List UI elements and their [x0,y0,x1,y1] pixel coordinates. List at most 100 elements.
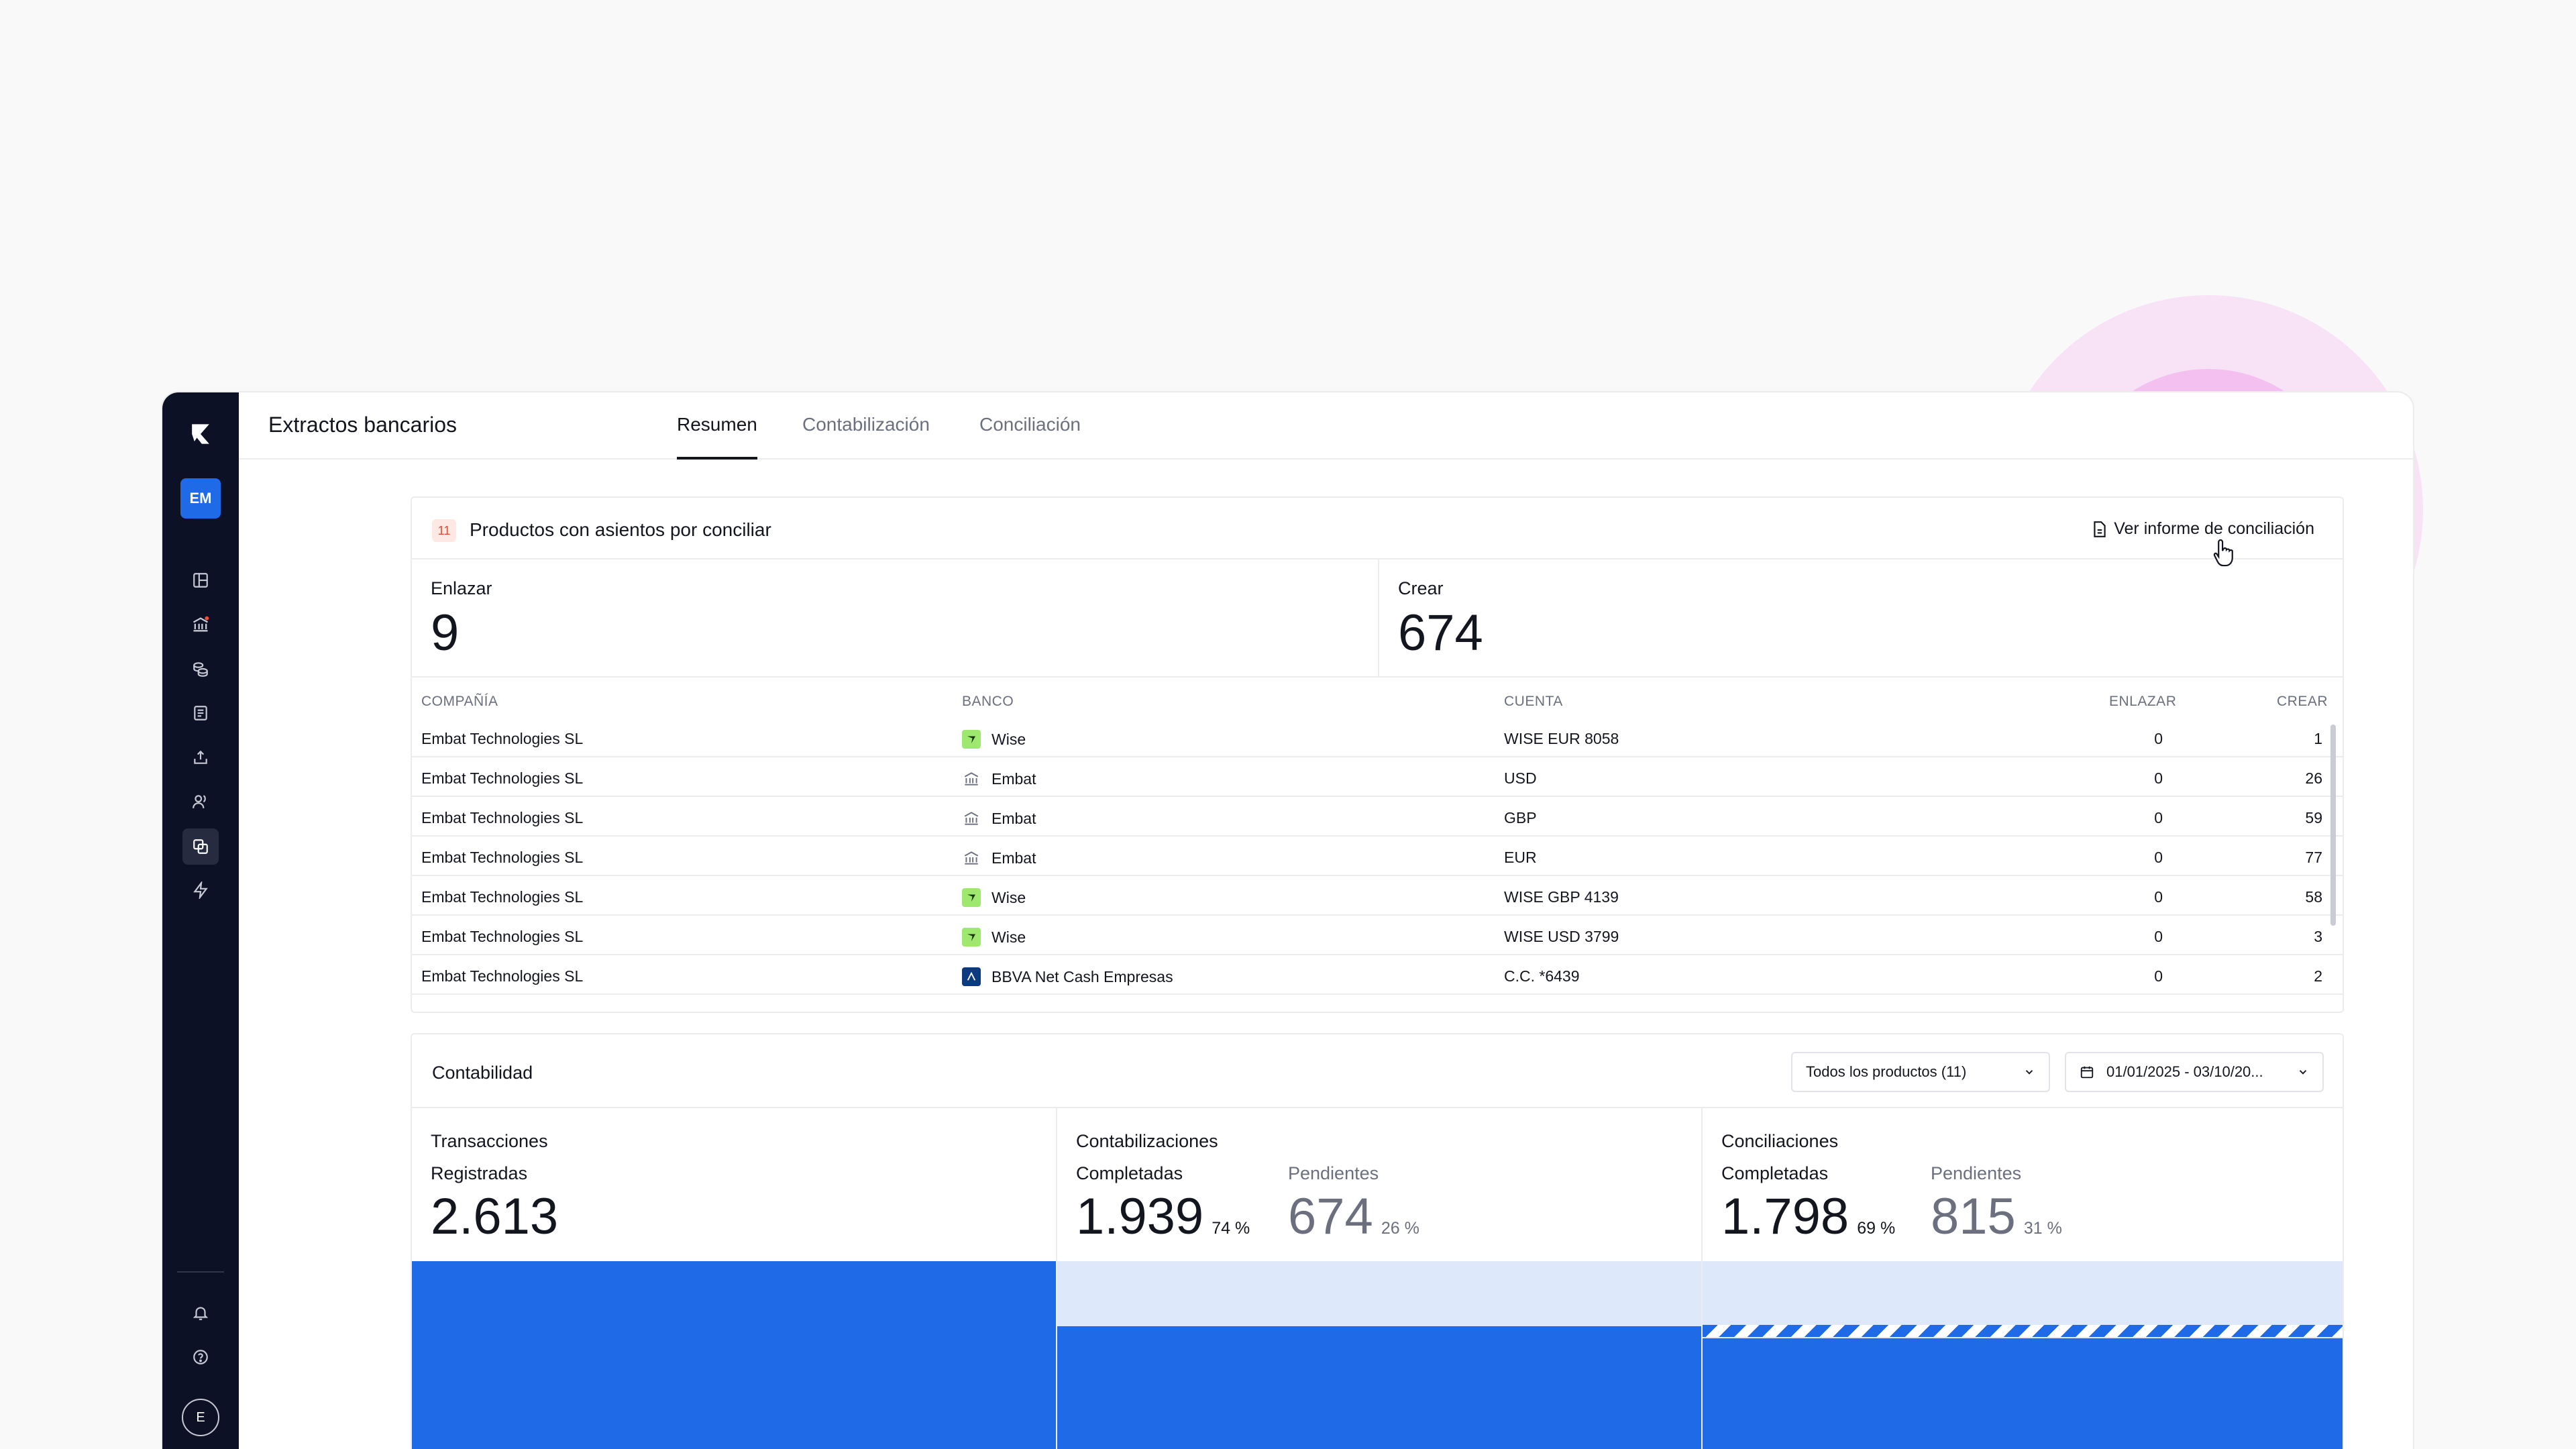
cell-company: Embat Technologies SL [421,769,584,787]
column-divider [1701,1108,1703,1449]
report-button[interactable]: Ver informe de conciliación [2092,519,2314,539]
users-icon[interactable] [187,788,214,815]
postings-completed-value: 1.939 [1076,1188,1204,1245]
profile-avatar[interactable]: E [182,1399,219,1436]
table-scrollbar[interactable] [2330,724,2336,926]
reconciliations-pending: 815 31 % [1931,1187,2062,1246]
bank-name: Embat [991,849,1036,867]
pending-title: Productos con asientos por conciliar [470,519,771,540]
accounting-title: Contabilidad [432,1063,533,1083]
postings-pending-label: Pendientes [1288,1163,1379,1183]
help-icon[interactable] [187,1344,214,1371]
cell-link: 0 [2154,888,2163,906]
bank-icon [962,809,981,828]
pending-header: 11 Productos con asientos por conciliar … [412,498,2343,559]
reconcile-icon[interactable] [182,828,219,865]
bank-name: Wise [991,888,1026,906]
reconciliations-column: Conciliaciones Completadas 1.798 69 % Pen… [1703,1108,2343,1449]
cell-company: Embat Technologies SL [421,967,584,985]
header-link[interactable]: ENLAZAR [2109,694,2177,709]
cell-bank: Wise [962,928,1026,947]
calendar-icon [2080,1066,2094,1079]
cell-create: 3 [2314,928,2322,945]
bank-name: Wise [991,730,1026,748]
cell-bank: Embat [962,809,1036,828]
product-filter-value: Todos los productos (11) [1806,1063,1967,1080]
bank-name: BBVA Net Cash Empresas [991,967,1173,985]
reconciliations-pending-label: Pendientes [1931,1163,2022,1183]
logo-icon[interactable] [186,419,215,449]
report-button-label: Ver informe de conciliación [2114,519,2314,538]
reconciliations-pending-value: 815 [1931,1188,2016,1245]
table-row[interactable]: Embat Technologies SL Embat GBP 0 59 [412,797,2343,837]
cell-bank: Wise [962,730,1026,749]
cell-company: Embat Technologies SL [421,928,584,945]
transactions-column: Transacciones Registradas 2.613 [412,1108,1056,1449]
table-row[interactable]: Embat Technologies SL Embat EUR 0 77 [412,837,2343,876]
cell-link: 0 [2154,928,2163,945]
cell-create: 77 [2305,849,2322,866]
table-row[interactable]: Embat Technologies SL Wise WISE GBP 4139 0 5… [412,876,2343,916]
cell-bank: BBVA Net Cash Empresas [962,967,1173,986]
product-filter[interactable]: Todos los productos (11) [1791,1052,2050,1092]
sidebar-divider [177,1271,224,1273]
header-company[interactable]: COMPAÑÍA [421,694,498,709]
tab-conciliacion[interactable]: Conciliación [979,414,1081,435]
chevron-down-icon [2025,1070,2033,1075]
hand-cursor-icon [2213,539,2233,567]
postings-pending-pct: 26 % [1381,1219,1419,1238]
pending-products-card: 11 Productos con asientos por conciliar … [411,496,2344,1013]
cell-account: USD [1504,769,1537,787]
table-row[interactable]: Embat Technologies SL BBVA Net Cash Empre… [412,955,2343,995]
cell-link: 0 [2154,809,2163,826]
column-divider [1056,1108,1057,1449]
bank-icon [962,849,981,867]
ledger-icon[interactable] [187,700,214,727]
company-avatar[interactable]: EM [180,478,221,519]
header-account[interactable]: CUENTA [1504,694,1563,709]
cell-create: 1 [2314,730,2322,747]
cell-bank: Embat [962,769,1036,788]
bank-icon [962,769,981,788]
stats-divider [1378,559,1379,678]
reconciliations-completed-value: 1.798 [1721,1188,1849,1245]
bank-name: Embat [991,809,1036,827]
header-bank[interactable]: BANCO [962,694,1014,709]
table-body: Embat Technologies SL Wise WISE EUR 8058 0 1… [412,718,2343,995]
bell-icon[interactable] [187,1299,214,1326]
table-row[interactable]: Embat Technologies SL Embat USD 0 26 [412,757,2343,797]
cell-account: C.C. *6439 [1504,967,1580,985]
postings-completed-pct: 74 % [1212,1219,1250,1238]
cell-company: Embat Technologies SL [421,849,584,866]
top-bar: Extractos bancarios Resumen Contabilizac… [239,392,2413,460]
bbva-logo-icon [962,967,981,986]
sidebar: EM E [162,392,239,1449]
dashboard-icon[interactable] [187,567,214,594]
registered-label: Registradas [431,1163,528,1183]
table-row[interactable]: Embat Technologies SL Wise WISE EUR 8058 0 1 [412,718,2343,757]
cell-create: 2 [2314,967,2322,985]
postings-column: Contabilizaciones Completadas 1.939 74 % … [1057,1108,1701,1449]
postings-completed-label: Completadas [1076,1163,1183,1183]
coins-icon[interactable] [187,655,214,682]
bolt-icon[interactable] [187,877,214,904]
cell-bank: Embat [962,849,1036,867]
tab-resumen[interactable]: Resumen [677,414,757,460]
reconciliations-completed-label: Completadas [1721,1163,1829,1183]
cell-create: 26 [2305,769,2322,787]
table-row[interactable]: Embat Technologies SL Wise WISE USD 3799 0 3 [412,916,2343,955]
tab-contabilizacion[interactable]: Contabilización [802,414,930,435]
bank-name: Wise [991,928,1026,946]
cell-create: 58 [2305,888,2322,906]
bank-icon[interactable] [187,611,214,638]
cell-account: WISE GBP 4139 [1504,888,1619,906]
upload-icon[interactable] [187,744,214,771]
cell-bank: Wise [962,888,1026,907]
create-value: 674 [1398,604,1483,661]
postings-title: Contabilizaciones [1076,1131,1218,1151]
reconciliations-bar-hatch [1703,1325,2343,1338]
cell-account: WISE EUR 8058 [1504,730,1619,747]
header-create[interactable]: CREAR [2277,694,2328,709]
date-filter[interactable]: 01/01/2025 - 03/10/20... [2065,1052,2324,1092]
reconciliations-title: Conciliaciones [1721,1131,1839,1151]
